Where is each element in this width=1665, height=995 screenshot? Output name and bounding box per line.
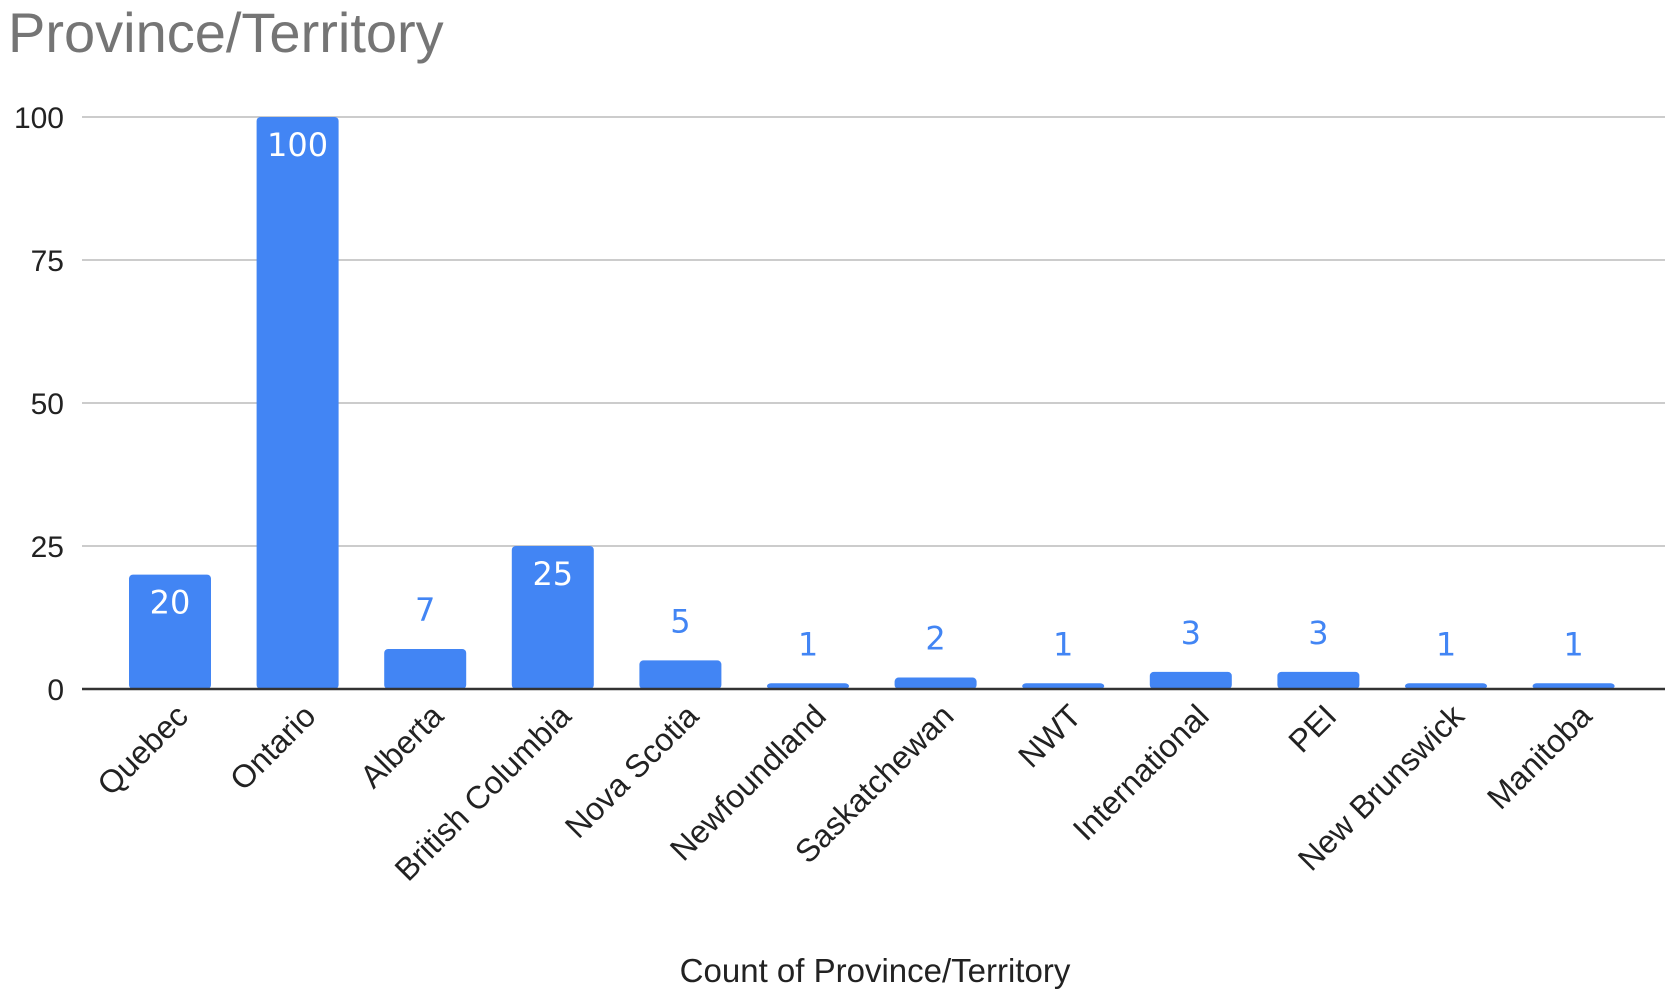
y-axis-ticks: 0 25 50 75 100: [14, 102, 64, 707]
x-tick-label: Alberta: [353, 697, 450, 794]
data-label: 1: [1563, 625, 1583, 663]
x-tick-label: NWT: [1011, 697, 1088, 774]
bar[interactable]: [511, 546, 594, 689]
gridlines: [82, 116, 1665, 547]
y-tick-label: 100: [14, 102, 64, 135]
data-label: 5: [670, 602, 690, 640]
data-label: 7: [415, 591, 435, 629]
y-tick-label: 25: [31, 531, 64, 564]
chart-title: Province/Territory: [8, 1, 444, 64]
data-label: 1: [1436, 625, 1456, 663]
bar[interactable]: [894, 677, 977, 689]
data-label: 1: [798, 625, 818, 663]
data-label: 2: [925, 620, 945, 658]
data-label: 100: [267, 126, 328, 164]
bar[interactable]: [1532, 683, 1615, 689]
x-tick-label: Ontario: [223, 697, 323, 797]
bar[interactable]: [129, 574, 211, 689]
data-label: 3: [1308, 614, 1328, 652]
y-tick-label: 75: [31, 245, 64, 278]
bar[interactable]: [1277, 671, 1360, 689]
x-axis-title: Count of Province/Territory: [680, 952, 1071, 989]
data-label: 1: [1053, 625, 1073, 663]
bars: [129, 117, 1615, 689]
x-tick-label: Quebec: [90, 697, 195, 802]
x-tick-label: PEI: [1281, 697, 1343, 759]
y-tick-label: 50: [31, 388, 64, 421]
bar[interactable]: [1022, 683, 1105, 689]
bar[interactable]: [1405, 683, 1487, 689]
y-tick-label: 0: [47, 674, 64, 707]
data-labels: 20 100 7 25 5 1 2 1 3 3 1 1: [150, 126, 1584, 663]
data-label: 25: [532, 555, 573, 593]
data-label: 20: [150, 584, 191, 622]
bar[interactable]: [1149, 671, 1232, 689]
bar[interactable]: [767, 683, 849, 689]
x-tick-label: Manitoba: [1480, 697, 1599, 816]
bar[interactable]: [256, 117, 339, 689]
bar[interactable]: [384, 648, 467, 689]
bar[interactable]: [639, 660, 722, 689]
data-label: 3: [1181, 614, 1201, 652]
x-tick-label: International: [1066, 697, 1216, 847]
